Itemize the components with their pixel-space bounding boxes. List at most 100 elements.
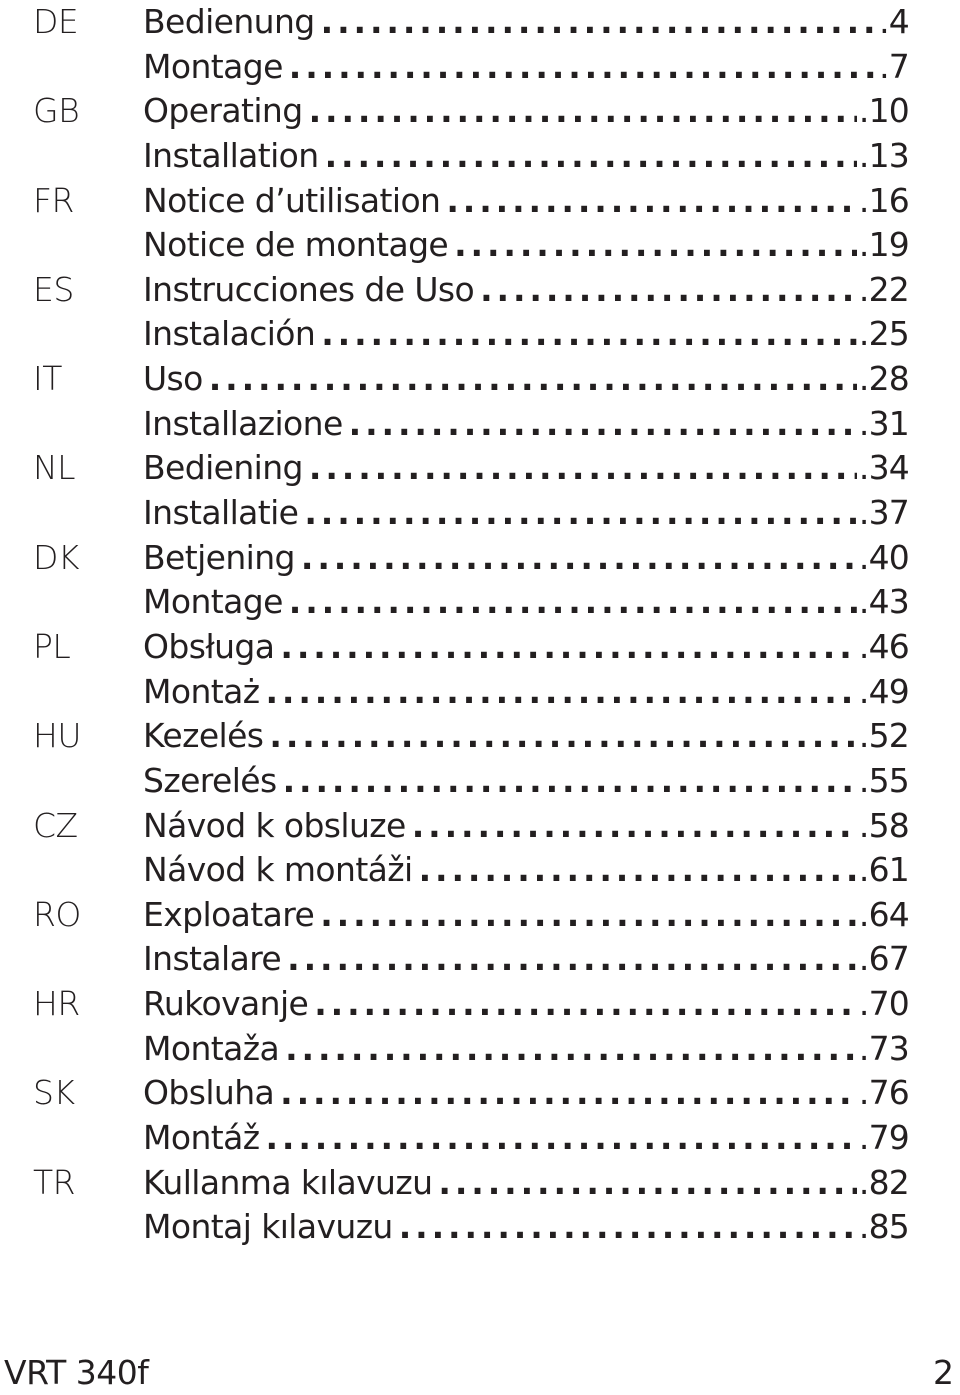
toc-page-number: .10 (858, 91, 909, 131)
toc-entry-title: Obsługa (143, 626, 275, 666)
toc-entry[interactable]: Exploatare..............................… (143, 893, 909, 938)
toc-page-number: .7 (879, 46, 909, 86)
toc-entry-title: Instalación (143, 314, 316, 354)
toc-entry-title: Betjening (143, 537, 296, 577)
toc-entry[interactable]: Kezelés.................................… (143, 714, 909, 759)
toc-entry[interactable]: Uso.....................................… (143, 357, 909, 402)
dot-leader: ........................................… (398, 1207, 857, 1247)
page-number: 2 (933, 1353, 954, 1392)
toc-row: Notice de montage.......................… (0, 223, 960, 268)
toc-row: PL Obsługa...............................… (0, 625, 960, 670)
toc-entry[interactable]: Notice d’utilisation....................… (143, 179, 909, 224)
toc-entry[interactable]: Bediening...............................… (143, 446, 909, 491)
toc-page-number: .79 (858, 1118, 909, 1158)
toc-row: Instalare...............................… (0, 937, 960, 982)
dot-leader: ........................................… (280, 1073, 857, 1113)
dot-leader: ........................................… (304, 493, 857, 533)
language-code: SK (33, 1073, 75, 1113)
language-code: DE (33, 2, 79, 41)
toc-entry[interactable]: Montaža.................................… (143, 1027, 909, 1072)
toc-row: HR Rukovanje.............................… (0, 982, 960, 1027)
toc-row: Installatie.............................… (0, 491, 960, 536)
toc-entry[interactable]: Návod k montáži.........................… (143, 848, 909, 893)
dot-leader: ........................................… (411, 805, 857, 845)
toc-page-number: .37 (858, 493, 909, 533)
dot-leader: ........................................… (308, 448, 857, 488)
toc-entry[interactable]: Montaż..................................… (143, 670, 909, 715)
dot-leader: ........................................… (320, 2, 877, 41)
language-code: HU (33, 716, 81, 756)
toc-entry[interactable]: Rukovanje...............................… (143, 982, 909, 1027)
toc-page-number: .76 (858, 1073, 909, 1113)
toc-row: Montage.................................… (0, 580, 960, 625)
toc-entry-title: Installation (143, 135, 319, 175)
toc-entry[interactable]: Instalación.............................… (143, 312, 909, 357)
toc-page-number: .64 (858, 894, 909, 934)
dot-leader: ........................................… (300, 537, 857, 577)
toc-entry[interactable]: Installation............................… (143, 134, 909, 179)
toc-page-number: .28 (858, 359, 909, 399)
toc-page-number: .25 (858, 314, 909, 354)
dot-leader: ........................................… (265, 1118, 857, 1158)
toc-entry-title: Installazione (143, 403, 343, 443)
toc-entry-title: Notice de montage (143, 225, 449, 265)
language-code: CZ (33, 805, 78, 845)
toc-entry[interactable]: Betjening...............................… (143, 536, 909, 581)
toc-entry[interactable]: Installatie.............................… (143, 491, 909, 536)
toc-row: ES Instrucciones de Uso..................… (0, 268, 960, 313)
dot-leader: ........................................… (265, 671, 857, 711)
toc-page-number: .4 (879, 2, 909, 41)
toc-row: Montaj kılavuzu.........................… (0, 1205, 960, 1250)
language-code: NL (33, 448, 76, 488)
toc-entry-title: Instrucciones de Uso (143, 269, 475, 309)
toc-entry[interactable]: Návod k obsluze.........................… (143, 804, 909, 849)
toc-entry[interactable]: Bedienung...............................… (143, 0, 909, 45)
toc-entry[interactable]: Kullanma kılavuzu.......................… (143, 1161, 909, 1206)
toc-entry[interactable]: Notice de montage.......................… (143, 223, 909, 268)
toc-entry[interactable]: Obsluha.................................… (143, 1071, 909, 1116)
toc-entry-title: Obsluha (143, 1073, 275, 1113)
toc-page-number: .13 (858, 135, 909, 175)
toc-entry[interactable]: Installazione...........................… (143, 402, 909, 447)
toc-entry[interactable]: Montage.................................… (143, 580, 909, 625)
toc-row: FR Notice d’utilisation..................… (0, 179, 960, 224)
toc-entry-title: Instalare (143, 939, 282, 979)
toc-row: Montaż..................................… (0, 670, 960, 715)
dot-leader: ........................................… (288, 46, 877, 86)
toc-row: GB Operating.............................… (0, 89, 960, 134)
toc-entry-title: Exploatare (143, 894, 315, 934)
dot-leader: ........................................… (480, 269, 857, 309)
toc-page-number: .22 (858, 269, 909, 309)
toc-entry[interactable]: Instrucciones de Uso....................… (143, 268, 909, 313)
toc-entry[interactable]: Operating...............................… (143, 89, 909, 134)
toc-entry-title: Návod k montáži (143, 850, 413, 890)
toc-row: CZ Návod k obsluze.......................… (0, 804, 960, 849)
toc-entry-title: Uso (143, 359, 203, 399)
toc-entry[interactable]: Montaj kılavuzu.........................… (143, 1205, 909, 1250)
toc-row: SK Obsluha...............................… (0, 1071, 960, 1116)
toc-page-number: .46 (858, 626, 909, 666)
dot-leader: ........................................… (282, 760, 857, 800)
toc-entry[interactable]: Montage.................................… (143, 45, 909, 90)
toc-entry[interactable]: Szerelés................................… (143, 759, 909, 804)
toc-page-number: .16 (858, 180, 909, 220)
toc-entry[interactable]: Obsługa.................................… (143, 625, 909, 670)
toc-row: NL Bediening.............................… (0, 446, 960, 491)
toc-row: HU Kezelés...............................… (0, 714, 960, 759)
toc-row: TR Kullanma kılavuzu.....................… (0, 1161, 960, 1206)
language-code: IT (33, 359, 62, 399)
toc-row: Montáž..................................… (0, 1116, 960, 1161)
toc-entry-title: Rukovanje (143, 984, 309, 1024)
dot-leader: ........................................… (348, 403, 857, 443)
toc-entry-title: Montage (143, 46, 283, 86)
toc-page-number: .49 (858, 671, 909, 711)
toc-entry-title: Kezelés (143, 716, 264, 756)
toc-entry[interactable]: Montáž..................................… (143, 1116, 909, 1161)
toc-row: Installation............................… (0, 134, 960, 179)
toc-entry[interactable]: Instalare...............................… (143, 937, 909, 982)
toc-entry-title: Notice d’utilisation (143, 180, 441, 220)
dot-leader: ........................................… (308, 91, 857, 131)
toc-entry-title: Montage (143, 582, 283, 622)
toc-entry-title: Návod k obsluze (143, 805, 406, 845)
product-name: VRT 340f (4, 1353, 149, 1392)
